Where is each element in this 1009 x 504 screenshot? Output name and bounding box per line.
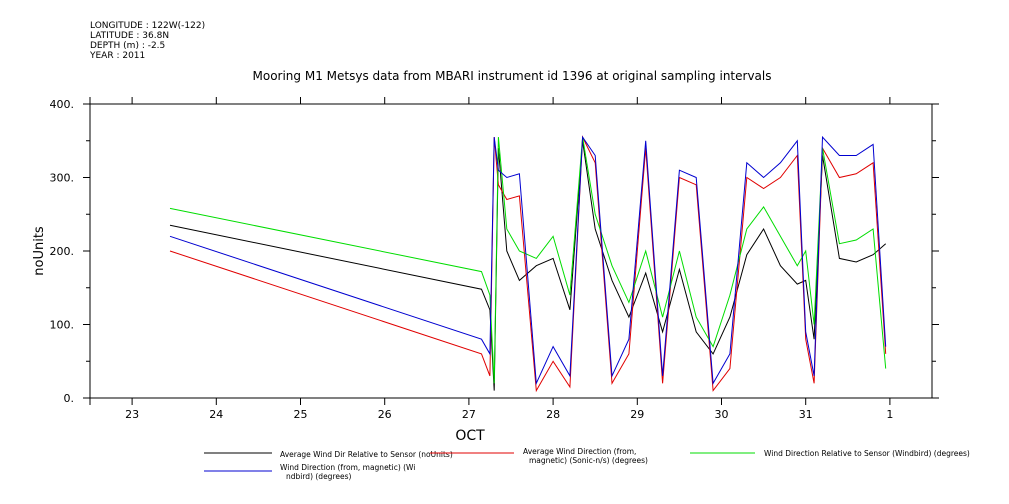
- x-axis-label: OCT: [455, 428, 485, 444]
- x-tick-label: 24: [209, 408, 223, 421]
- legend-label-1: Average Wind Direction (from, magnetic) (…: [523, 447, 648, 465]
- x-tick-label: 28: [546, 408, 560, 421]
- x-tick-label: 1: [886, 408, 893, 421]
- x-tick-label: 26: [378, 408, 392, 421]
- x-tick-label: 29: [630, 408, 644, 421]
- metadata-year: YEAR : 2011: [90, 51, 146, 61]
- y-tick-label: 0.: [64, 392, 75, 405]
- metadata-block: LONGITUDE : 122W(-122) LATITUDE : 36.8N …: [90, 21, 205, 61]
- x-tick-label: 31: [799, 408, 813, 421]
- x-tick-label: 30: [715, 408, 729, 421]
- axes: 0. 100. 200. 300. 400. 23 24 25 26 27 28 29 30 31 1: [50, 97, 939, 421]
- chart-title: Mooring M1 Metsys data from MBARI instru…: [253, 69, 772, 83]
- legend-label-3: Wind Direction (from, magnetic) (Wi ndbir…: [280, 463, 415, 481]
- y-tick-label: 400.: [50, 98, 75, 111]
- metadata-latitude: LATITUDE : 36.8N: [90, 31, 170, 41]
- x-tick-label: 23: [125, 408, 139, 421]
- metadata-longitude: LONGITUDE : 122W(-122): [90, 21, 206, 31]
- y-axis-label: noUnits: [32, 226, 47, 276]
- series-line-1: [169, 135, 887, 393]
- legend: Average Wind Dir Relative to Sensor (noU…: [204, 447, 970, 481]
- x-tick-label: 25: [294, 408, 308, 421]
- series-line-0: [169, 140, 887, 391]
- legend-label-2: Wind Direction Relative to Sensor (Windb…: [764, 449, 970, 458]
- legend-label-0: Average Wind Dir Relative to Sensor (noU…: [280, 450, 453, 459]
- series-line-2: [169, 137, 887, 384]
- y-tick-label: 100.: [50, 319, 75, 332]
- series-layer: [169, 135, 887, 393]
- metadata-depth: DEPTH (m) : -2.5: [90, 41, 166, 51]
- x-tick-label: 27: [462, 408, 476, 421]
- series-line-3: [169, 135, 887, 386]
- y-tick-label: 300.: [50, 172, 75, 185]
- y-tick-label: 200.: [50, 245, 75, 258]
